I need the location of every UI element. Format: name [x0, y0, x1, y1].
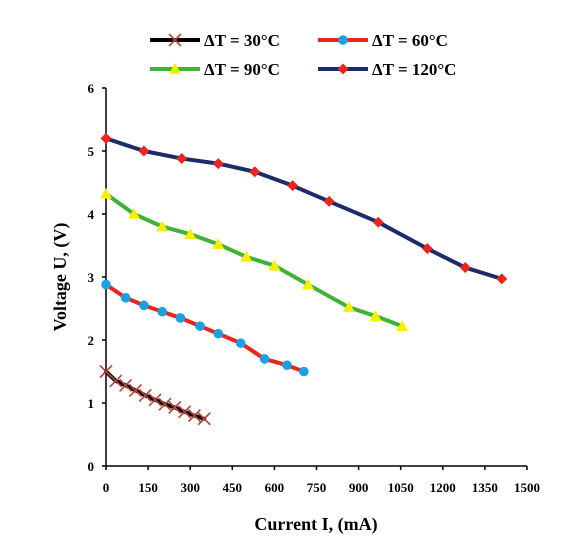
data-point [259, 354, 270, 364]
data-point [496, 273, 508, 285]
x-tick-label: 1350 [472, 480, 498, 495]
data-point [139, 300, 149, 311]
data-point [459, 262, 471, 274]
data-point [249, 166, 261, 178]
y-tick-label: 0 [88, 459, 95, 474]
series-1 [101, 279, 309, 377]
data-point [101, 279, 111, 290]
x-tick-label: 1050 [388, 480, 414, 495]
data-point [176, 153, 188, 165]
x-axis-title: Current I, (mA) [254, 514, 377, 535]
data-point [128, 208, 141, 219]
data-point [120, 292, 131, 303]
data-point [212, 158, 224, 170]
data-point [168, 400, 182, 414]
legend-label: ΔT = 120°C [372, 60, 456, 79]
data-point [213, 328, 224, 339]
data-point [372, 216, 384, 228]
series-line [104, 136, 504, 281]
data-point [342, 301, 355, 313]
y-tick-label: 1 [88, 396, 95, 411]
x-tick-label: 150 [138, 480, 158, 495]
x-tick-label: 1200 [430, 480, 456, 495]
legend-label: ΔT = 90°C [204, 60, 280, 79]
y-tick-label: 2 [88, 333, 95, 348]
data-point [138, 388, 152, 403]
legend-label: ΔT = 60°C [372, 31, 448, 50]
data-point [119, 378, 133, 392]
legend-item: ΔT = 120°C [318, 60, 456, 79]
data-point [197, 412, 211, 426]
x-tick-label: 900 [349, 480, 369, 495]
data-point [158, 397, 172, 411]
legend: ΔT = 30°C ΔT = 60°C ΔT = 90°C ΔT = 120°C [150, 31, 456, 79]
data-point [299, 366, 309, 377]
data-point [302, 278, 315, 290]
data-point [235, 338, 246, 348]
x-ticks: 0 150 300 450 600 750 900 1050 1200 1350 1500 [103, 466, 540, 495]
legend-label: ΔT = 30°C [204, 31, 280, 50]
data-point [128, 383, 143, 397]
data-point [109, 374, 123, 388]
data-point [148, 393, 162, 407]
data-point [369, 310, 382, 321]
data-point [184, 228, 197, 239]
data-point [100, 132, 112, 144]
legend-item: ΔT = 30°C [150, 31, 280, 50]
legend-item: ΔT = 90°C [150, 60, 280, 79]
series-0 [99, 364, 211, 426]
data-point [138, 145, 150, 157]
legend-marker [338, 35, 348, 45]
legend-marker [169, 63, 181, 74]
x-tick-label: 1500 [514, 480, 540, 495]
x-tick-label: 600 [265, 480, 285, 495]
data-point [175, 313, 186, 323]
data-point [100, 187, 112, 199]
data-point [195, 321, 205, 331]
data-point [156, 220, 169, 232]
data-point [396, 320, 409, 331]
x-tick-label: 750 [307, 480, 327, 495]
y-tick-label: 5 [88, 144, 95, 159]
x-tick-label: 450 [223, 480, 243, 495]
data-point [268, 259, 281, 271]
y-tick-label: 4 [88, 207, 95, 222]
data-point [287, 180, 299, 192]
x-tick-label: 0 [103, 480, 110, 495]
data-point [421, 243, 433, 255]
legend-item: ΔT = 60°C [318, 31, 448, 50]
y-axis-title: Voltage U, (V) [50, 223, 71, 332]
data-point [240, 250, 253, 262]
data-point [187, 409, 201, 423]
y-ticks: 0 1 2 3 4 5 6 [88, 81, 106, 474]
y-tick-label: 6 [88, 81, 95, 96]
series-2 [100, 187, 409, 331]
series-line [104, 282, 306, 374]
y-tick-label: 3 [88, 270, 95, 285]
data-point [282, 360, 292, 371]
legend-marker [337, 63, 349, 75]
data-point [323, 195, 335, 207]
x-tick-label: 300 [180, 480, 200, 495]
series-3 [100, 132, 508, 285]
data-point [212, 238, 225, 250]
series-group [99, 132, 508, 426]
data-point [157, 306, 167, 317]
data-point [178, 405, 192, 419]
legend-marker [168, 33, 182, 47]
